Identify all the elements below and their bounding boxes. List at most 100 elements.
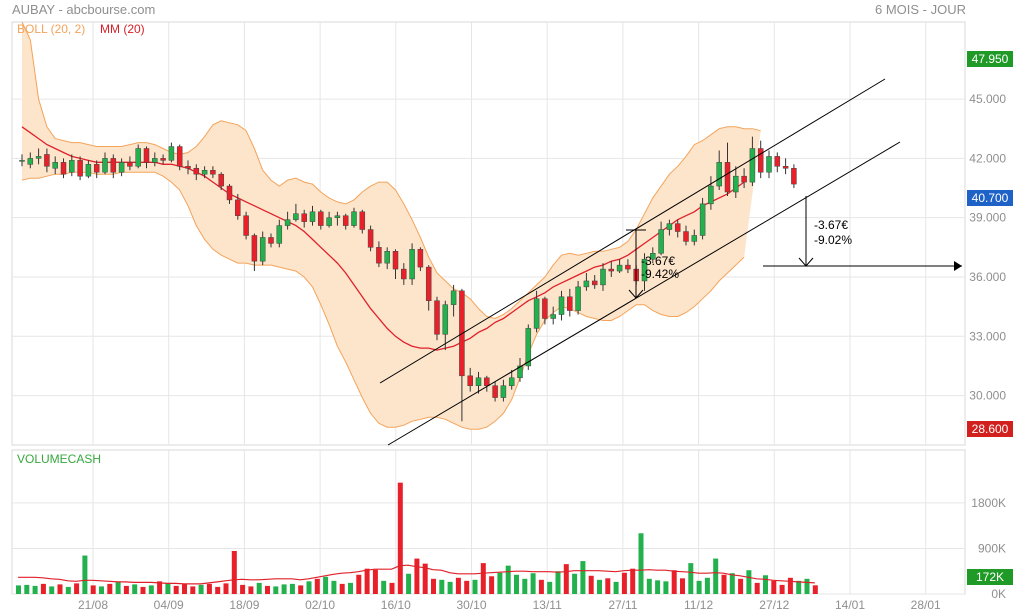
- volume-bar: [323, 576, 329, 594]
- candle-body: [168, 146, 175, 161]
- volume-bar: [273, 586, 279, 594]
- candle-body: [442, 304, 449, 335]
- candle-body: [160, 158, 166, 161]
- candle-body: [401, 268, 407, 280]
- volume-tick-label: 1800K: [971, 496, 1006, 510]
- volume-bar: [563, 564, 569, 594]
- candle-body: [226, 185, 233, 201]
- candle-body: [293, 213, 299, 220]
- candle-body: [193, 168, 200, 175]
- volume-bar: [339, 583, 345, 594]
- candle-body: [85, 164, 92, 177]
- volume-bar: [522, 578, 528, 594]
- annotation-pct-1: -9.42%: [641, 267, 679, 281]
- trend-channel: [379, 78, 962, 446]
- volume-bar: [754, 582, 760, 594]
- price-panel-frame: [11, 21, 966, 446]
- volume-bar: [422, 563, 428, 594]
- volume-bar: [680, 578, 685, 594]
- candle-body: [102, 158, 108, 173]
- candle-body: [301, 213, 307, 222]
- volume-bar: [787, 577, 793, 594]
- candle-body: [600, 268, 606, 286]
- candle-body: [143, 148, 150, 163]
- volume-bar: [132, 584, 138, 594]
- volume-bar: [198, 584, 204, 594]
- last-price-label: 40.700: [972, 191, 1009, 205]
- candle-body: [674, 223, 681, 232]
- volume-bar: [24, 584, 30, 594]
- candle-body: [127, 162, 133, 167]
- bollinger-lower: [21, 171, 745, 430]
- volume-bar: [505, 565, 511, 594]
- candle-body: [118, 162, 125, 173]
- moving-average: [21, 126, 745, 351]
- volume-bar: [190, 586, 196, 594]
- volume-bar: [580, 561, 586, 594]
- volume-badge: [967, 569, 1013, 585]
- candle-body: [583, 280, 590, 288]
- price-tick-label: 33.000: [969, 329, 1006, 343]
- x-tick-label: 11/12: [684, 598, 713, 612]
- candle-body: [276, 225, 283, 244]
- candle-body: [351, 211, 357, 226]
- volume-bar: [613, 581, 619, 594]
- candle-body: [284, 219, 291, 226]
- volume-ma-line: [18, 564, 815, 585]
- volume-bar: [82, 555, 88, 594]
- volume-bar: [65, 586, 71, 594]
- volume-bars: [16, 482, 818, 594]
- volume-bar: [605, 578, 611, 594]
- volume-bar: [281, 584, 287, 594]
- candle-body: [384, 251, 390, 264]
- price-tick-label: 30.000: [969, 389, 1006, 403]
- volume-bar: [655, 580, 661, 594]
- volume-badge-label: 172K: [976, 570, 1004, 584]
- x-tick-label: 14/01: [835, 598, 865, 612]
- candle-body: [417, 249, 424, 268]
- volume-bar: [348, 582, 353, 594]
- volume-bar: [779, 584, 785, 594]
- volume-bar: [314, 578, 320, 594]
- candle-body: [367, 229, 374, 248]
- volume-bar: [663, 581, 669, 594]
- candle-body: [492, 385, 498, 398]
- bollinger-upper: [21, 21, 761, 320]
- candle-body: [658, 229, 664, 254]
- volume-bar: [439, 579, 445, 594]
- volume-bar: [555, 571, 561, 594]
- candle-body: [77, 160, 83, 177]
- volume-bar: [630, 568, 636, 594]
- volume-bar: [364, 568, 370, 594]
- moving-average-line: [21, 126, 745, 351]
- volume-bar: [148, 585, 154, 594]
- period-label[interactable]: 6 MOIS - JOUR: [875, 2, 966, 17]
- volume-bar: [372, 569, 378, 594]
- candle-body: [185, 166, 191, 169]
- x-tick-label: 30/10: [456, 598, 486, 612]
- volume-bar: [671, 570, 677, 594]
- volume-bar: [165, 582, 171, 594]
- candle-body: [575, 286, 581, 311]
- candle-body: [591, 280, 598, 286]
- volume-bar: [107, 583, 113, 594]
- volume-bar: [306, 581, 312, 594]
- volume-bar: [182, 584, 187, 594]
- candle-body: [733, 175, 739, 193]
- candle-body: [708, 185, 714, 205]
- x-tick-label: 21/08: [78, 598, 108, 612]
- candle-body: [334, 215, 341, 218]
- candle-body: [243, 215, 249, 236]
- candle-body: [152, 158, 158, 163]
- volume-bar: [455, 577, 461, 594]
- candle-body: [782, 166, 789, 169]
- price-tick-label: 45.000: [969, 92, 1006, 106]
- x-tick-label: 04/09: [154, 598, 184, 612]
- volume-bar: [32, 585, 38, 594]
- volume-bar: [721, 574, 727, 594]
- volume-bar: [40, 583, 46, 594]
- candle-body: [500, 385, 507, 398]
- candle-body: [558, 296, 565, 315]
- candle-body: [550, 314, 556, 319]
- candle-body: [342, 215, 349, 226]
